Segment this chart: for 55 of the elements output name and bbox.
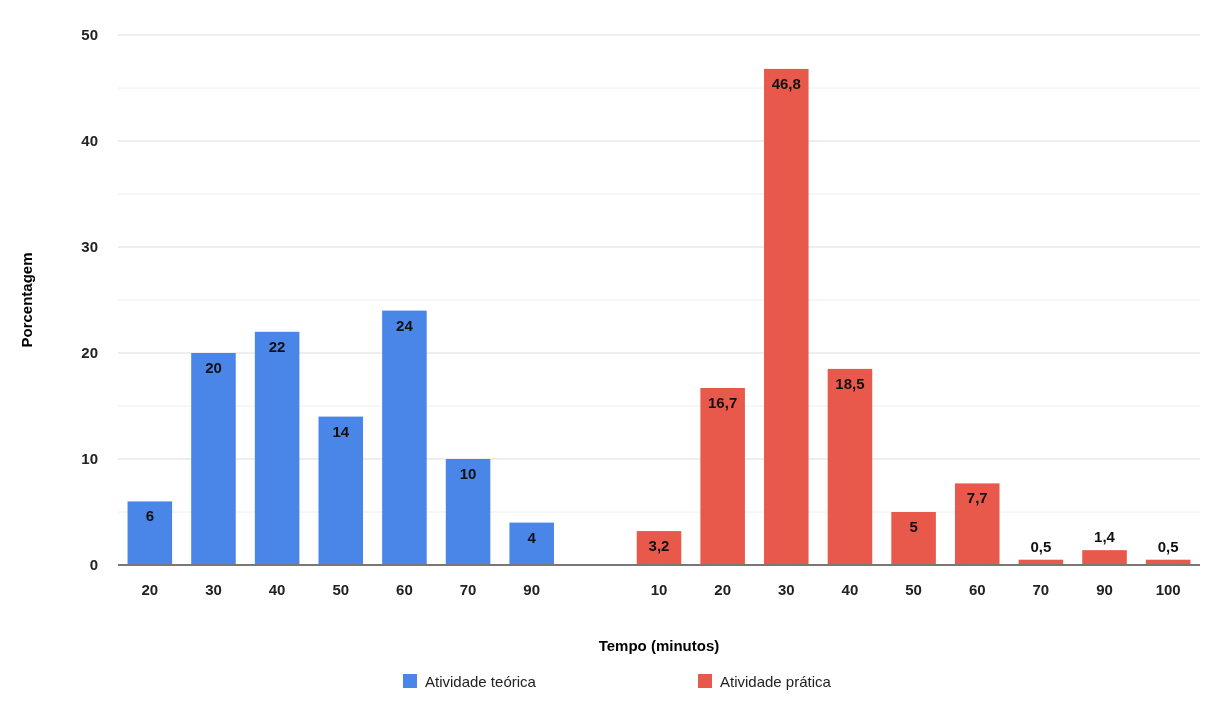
- y-tick-label: 50: [81, 26, 98, 43]
- bar: [1082, 550, 1127, 565]
- data-label: 24: [396, 316, 414, 334]
- data-label: 10: [459, 465, 477, 482]
- x-tick-label: 90: [1096, 581, 1113, 598]
- bar: [127, 501, 173, 565]
- data-label: 18,5: [835, 374, 865, 392]
- x-tick-label: 50: [905, 581, 922, 598]
- x-tick-label: 40: [268, 581, 286, 598]
- x-tick-label: 100: [1155, 581, 1181, 598]
- legend-label: Atividade teórica: [425, 673, 537, 690]
- bar: [382, 310, 427, 565]
- data-label: 16,7: [708, 393, 738, 411]
- x-tick-label: 10: [650, 581, 668, 598]
- x-tick-label: 30: [777, 581, 795, 598]
- bar: [954, 483, 1000, 565]
- y-tick-label: 10: [81, 450, 98, 467]
- bar: [254, 331, 300, 565]
- data-label: 3,2: [648, 537, 670, 555]
- x-tick-label: 60: [396, 581, 413, 598]
- data-label: 0,5: [1030, 537, 1052, 555]
- data-label: 7,7: [966, 489, 988, 507]
- y-tick-label: 0: [89, 556, 98, 573]
- data-label: 0,5: [1157, 537, 1179, 555]
- x-tick-label: 40: [841, 581, 859, 598]
- data-label: 1,4: [1094, 528, 1116, 546]
- bar: [445, 459, 491, 565]
- x-axis-title: Tempo (minutos): [598, 637, 720, 654]
- bar: [827, 368, 873, 565]
- x-tick-label: 20: [714, 581, 731, 598]
- y-tick-label: 20: [81, 344, 98, 361]
- bar: [509, 522, 554, 565]
- data-label: 5: [909, 518, 918, 535]
- x-tick-label: 60: [968, 581, 986, 598]
- legend-label: Atividade prática: [720, 673, 832, 690]
- bar: [191, 353, 236, 565]
- y-tick-label: 30: [81, 238, 98, 255]
- data-label: 22: [268, 337, 286, 355]
- bar: [318, 416, 364, 565]
- y-axis-title: Porcentagem: [18, 252, 35, 348]
- data-label: 14: [332, 422, 350, 440]
- bar: [700, 387, 745, 565]
- data-label: 20: [205, 359, 222, 376]
- x-tick-label: 20: [141, 581, 159, 598]
- y-tick-label: 40: [81, 132, 98, 149]
- x-tick-label: 90: [523, 581, 541, 598]
- data-label: 4: [527, 528, 537, 546]
- data-label: 6: [145, 507, 154, 525]
- data-label: 46,8: [771, 74, 801, 92]
- bar: [891, 512, 936, 565]
- x-tick-label: 70: [1032, 581, 1050, 598]
- x-tick-label: 30: [205, 581, 222, 598]
- x-tick-label: 50: [332, 581, 350, 598]
- x-tick-label: 70: [459, 581, 477, 598]
- bar: [764, 68, 809, 565]
